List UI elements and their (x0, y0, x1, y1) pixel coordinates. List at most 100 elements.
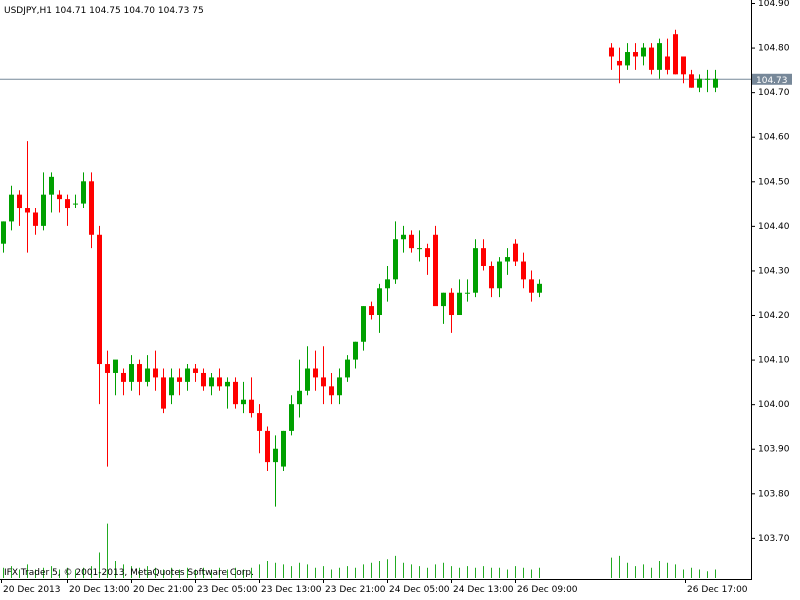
candle-body (697, 78, 702, 88)
price-tick-label: 103.90 (758, 445, 790, 455)
candle-body (529, 279, 534, 293)
bear-candle (449, 288, 454, 333)
bear-candle (65, 194, 70, 226)
candle-body (49, 176, 54, 195)
bear-candle (97, 225, 102, 405)
candle-body (657, 43, 662, 70)
candle-body (57, 194, 62, 200)
bull-candle (441, 292, 446, 324)
bear-candle (681, 56, 686, 84)
candle-body (281, 430, 286, 467)
candle-body (513, 243, 518, 262)
candle-body (345, 359, 350, 378)
bear-candle (57, 190, 62, 213)
candle-body (209, 377, 214, 387)
candle-body (217, 377, 222, 387)
bull-candle (353, 341, 358, 369)
candle-body (9, 194, 14, 222)
candle-body (649, 47, 654, 70)
bull-candle (73, 194, 78, 209)
candle-body (1, 221, 6, 244)
bull-candle (297, 359, 302, 418)
bull-candle (81, 172, 86, 209)
candle-body (169, 377, 174, 396)
bear-candle (137, 359, 142, 396)
candle-body (713, 78, 718, 88)
bear-candle (257, 404, 262, 454)
bear-candle (121, 368, 126, 396)
price-tick-label: 104.20 (758, 311, 790, 321)
candle-body (289, 404, 294, 431)
candle-body (521, 261, 526, 280)
price-tick-label: 104.10 (758, 356, 790, 366)
candle-body (537, 283, 542, 293)
candle-body (225, 381, 230, 387)
bear-candle (689, 69, 694, 88)
current-price-tag: 104.73 (752, 73, 792, 86)
candle-body (641, 47, 646, 57)
candle-body (241, 399, 246, 405)
time-tick-label: 24 Dec 13:00 (453, 585, 514, 595)
time-tick-label: 23 Dec 13:00 (261, 585, 322, 595)
candle-body (25, 208, 30, 213)
candle-body (249, 399, 254, 414)
bull-candle (393, 221, 398, 284)
candle-body (265, 430, 270, 463)
candle-body (81, 181, 86, 204)
copyright-footer: IFX Trader 5, © 2001-2013, MetaQuotes So… (4, 568, 254, 578)
bull-candle (9, 185, 14, 231)
bull-candle (225, 377, 230, 409)
time-tick-label: 24 Dec 05:00 (389, 585, 450, 595)
candle-body (481, 248, 486, 266)
candle-body (393, 239, 398, 280)
bear-candle (201, 368, 206, 391)
price-tick-label: 103.80 (758, 489, 790, 499)
bear-candle (33, 208, 38, 235)
candle-body (17, 194, 22, 209)
candle-body (121, 372, 126, 382)
candle-body (497, 261, 502, 289)
candle-body (665, 56, 670, 70)
bear-candle (177, 368, 182, 396)
bull-candle (1, 221, 6, 253)
candle-body (313, 368, 318, 378)
candle-body (273, 448, 278, 463)
bear-candle (369, 301, 374, 320)
bull-candle (641, 43, 646, 66)
time-tick-label: 20 Dec 13:00 (69, 585, 130, 595)
bear-candle (17, 190, 22, 226)
bull-candle (713, 69, 718, 93)
bull-candle (129, 355, 134, 391)
bull-candle (281, 430, 286, 472)
candle-body (153, 368, 158, 378)
candle-body (353, 341, 358, 360)
candle-body (441, 292, 446, 307)
bear-candle (513, 239, 518, 266)
candle-body (673, 34, 678, 75)
bull-candle (537, 279, 542, 298)
candle-body (137, 364, 142, 382)
candle-body (329, 386, 334, 396)
bear-candle (105, 350, 110, 467)
candle-body (633, 52, 638, 57)
chart-plot-area[interactable] (0, 0, 751, 579)
candle-body (233, 381, 238, 405)
bull-candle (417, 230, 422, 262)
bear-candle (529, 270, 534, 302)
bull-candle (473, 239, 478, 298)
time-tick-label: 26 Dec 17:00 (687, 585, 748, 595)
bear-candle (25, 141, 30, 253)
candle-body (297, 390, 302, 405)
candle-body (201, 372, 206, 387)
bull-candle (697, 74, 702, 93)
candle-body (617, 60, 622, 66)
candle-body (377, 288, 382, 316)
candle-body (145, 368, 150, 382)
bear-candle (633, 43, 638, 70)
candle-body (609, 47, 614, 57)
time-tick-label: 20 Dec 21:00 (133, 585, 194, 595)
candle-body (505, 257, 510, 262)
candle-body (257, 413, 262, 431)
candle-body (193, 368, 198, 373)
